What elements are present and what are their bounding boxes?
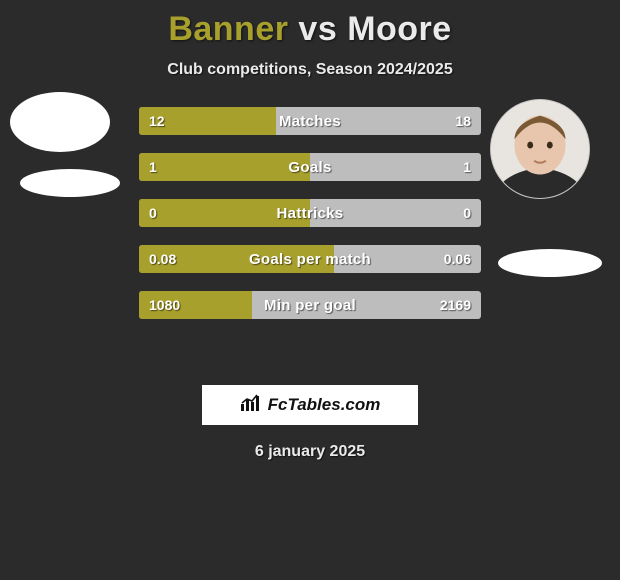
stat-row: 00Hattricks bbox=[139, 199, 481, 227]
stat-row-label: Hattricks bbox=[139, 199, 481, 227]
bars-icon bbox=[240, 394, 262, 417]
comparison-panel: 1218Matches 11Goals 00Hattricks 0.080.06Goa… bbox=[0, 107, 620, 367]
stat-row-label: Goals per match bbox=[139, 245, 481, 273]
title-vs: vs bbox=[298, 10, 337, 48]
stat-row-label: Min per goal bbox=[139, 291, 481, 319]
stat-bars: 1218Matches 11Goals 00Hattricks 0.080.06Goa… bbox=[139, 107, 481, 337]
snapshot-date: 6 january 2025 bbox=[0, 443, 620, 461]
title-player2: Moore bbox=[347, 10, 452, 48]
player2-club-marker bbox=[498, 249, 602, 277]
stat-row: 11Goals bbox=[139, 153, 481, 181]
stat-row: 0.080.06Goals per match bbox=[139, 245, 481, 273]
player1-avatar-placeholder bbox=[10, 92, 110, 152]
stat-row: 10802169Min per goal bbox=[139, 291, 481, 319]
title-player1: Banner bbox=[168, 10, 288, 48]
stat-row: 1218Matches bbox=[139, 107, 481, 135]
page-title: Banner vs Moore bbox=[0, 0, 620, 49]
site-logo: FcTables.com bbox=[202, 385, 418, 425]
stat-row-label: Goals bbox=[139, 153, 481, 181]
site-logo-text: FcTables.com bbox=[268, 395, 381, 415]
player1-club-marker bbox=[20, 169, 120, 197]
player2-avatar bbox=[490, 99, 590, 199]
subtitle: Club competitions, Season 2024/2025 bbox=[0, 61, 620, 79]
stat-row-label: Matches bbox=[139, 107, 481, 135]
player2-avatar-icon bbox=[491, 100, 589, 198]
